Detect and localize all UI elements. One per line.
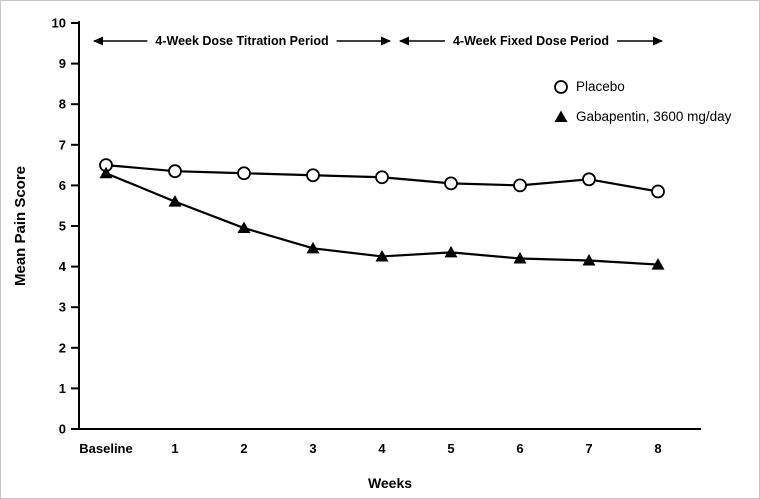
y-tick-label: 1 <box>59 381 66 396</box>
x-tick-label: Baseline <box>79 441 132 456</box>
x-tick-label: 8 <box>654 441 661 456</box>
y-tick-label: 9 <box>59 56 66 71</box>
y-tick-label: 6 <box>59 178 66 193</box>
placebo-point-marker <box>554 80 568 94</box>
gabapentin-point-marker <box>554 110 568 122</box>
legend-marker-layer <box>554 80 568 122</box>
gabapentin-point-marker <box>375 249 389 262</box>
y-axis-title: Mean Pain Score <box>12 166 29 286</box>
gabapentin-point-marker <box>237 221 251 234</box>
placebo-point-marker <box>444 176 458 191</box>
legend-label-gabapentin: Gabapentin, 3600 mg/day <box>576 109 732 124</box>
gabapentin-point-marker <box>444 245 458 258</box>
axes-layer: 0 1 2 3 4 5 6 7 8 9 10 Baseline 1 2 3 4 5 6 7 8 <box>52 16 701 456</box>
x-axis-title: Weeks <box>368 475 412 491</box>
annotation-label-0: 4-Week Dose Titration Period <box>155 34 328 48</box>
gabapentin-point-marker <box>582 254 596 266</box>
placebo-point-marker <box>582 172 596 187</box>
x-tick-label: 2 <box>240 441 247 456</box>
x-tick-label: 4 <box>378 441 386 456</box>
legend-label-placebo: Placebo <box>576 79 625 94</box>
placebo-point-marker <box>513 178 527 193</box>
placebo-point-marker <box>168 164 182 179</box>
placebo-point-marker <box>306 168 320 183</box>
gabapentin-point-marker <box>651 258 665 270</box>
placebo-point-marker <box>237 166 251 181</box>
y-tick-label: 2 <box>59 340 66 355</box>
placebo-point-marker <box>375 170 389 185</box>
chart-text-layer: Mean Pain Score Weeks 4-Week Dose Titrat… <box>12 34 732 491</box>
gabapentin-point-marker <box>99 166 113 179</box>
annotation-label-1: 4-Week Fixed Dose Period <box>453 34 609 48</box>
y-tick-label: 8 <box>59 97 66 112</box>
y-tick-label: 0 <box>59 422 66 437</box>
x-tick-label: 5 <box>447 441 454 456</box>
x-tick-label: 6 <box>516 441 523 456</box>
x-tick-label: 7 <box>585 441 592 456</box>
x-tick-label: 1 <box>171 441 178 456</box>
x-tick-label: 3 <box>309 441 316 456</box>
y-tick-label: 5 <box>59 219 66 234</box>
placebo-point-marker <box>651 184 665 199</box>
gabapentin-point-marker <box>306 241 320 254</box>
y-tick-label: 7 <box>59 137 66 152</box>
y-tick-label: 10 <box>52 16 66 31</box>
series-layer <box>99 158 665 270</box>
gabapentin-point-marker <box>168 195 182 207</box>
gabapentin-point-marker <box>513 251 527 264</box>
y-tick-label: 4 <box>59 259 67 274</box>
y-tick-label: 3 <box>59 300 66 315</box>
